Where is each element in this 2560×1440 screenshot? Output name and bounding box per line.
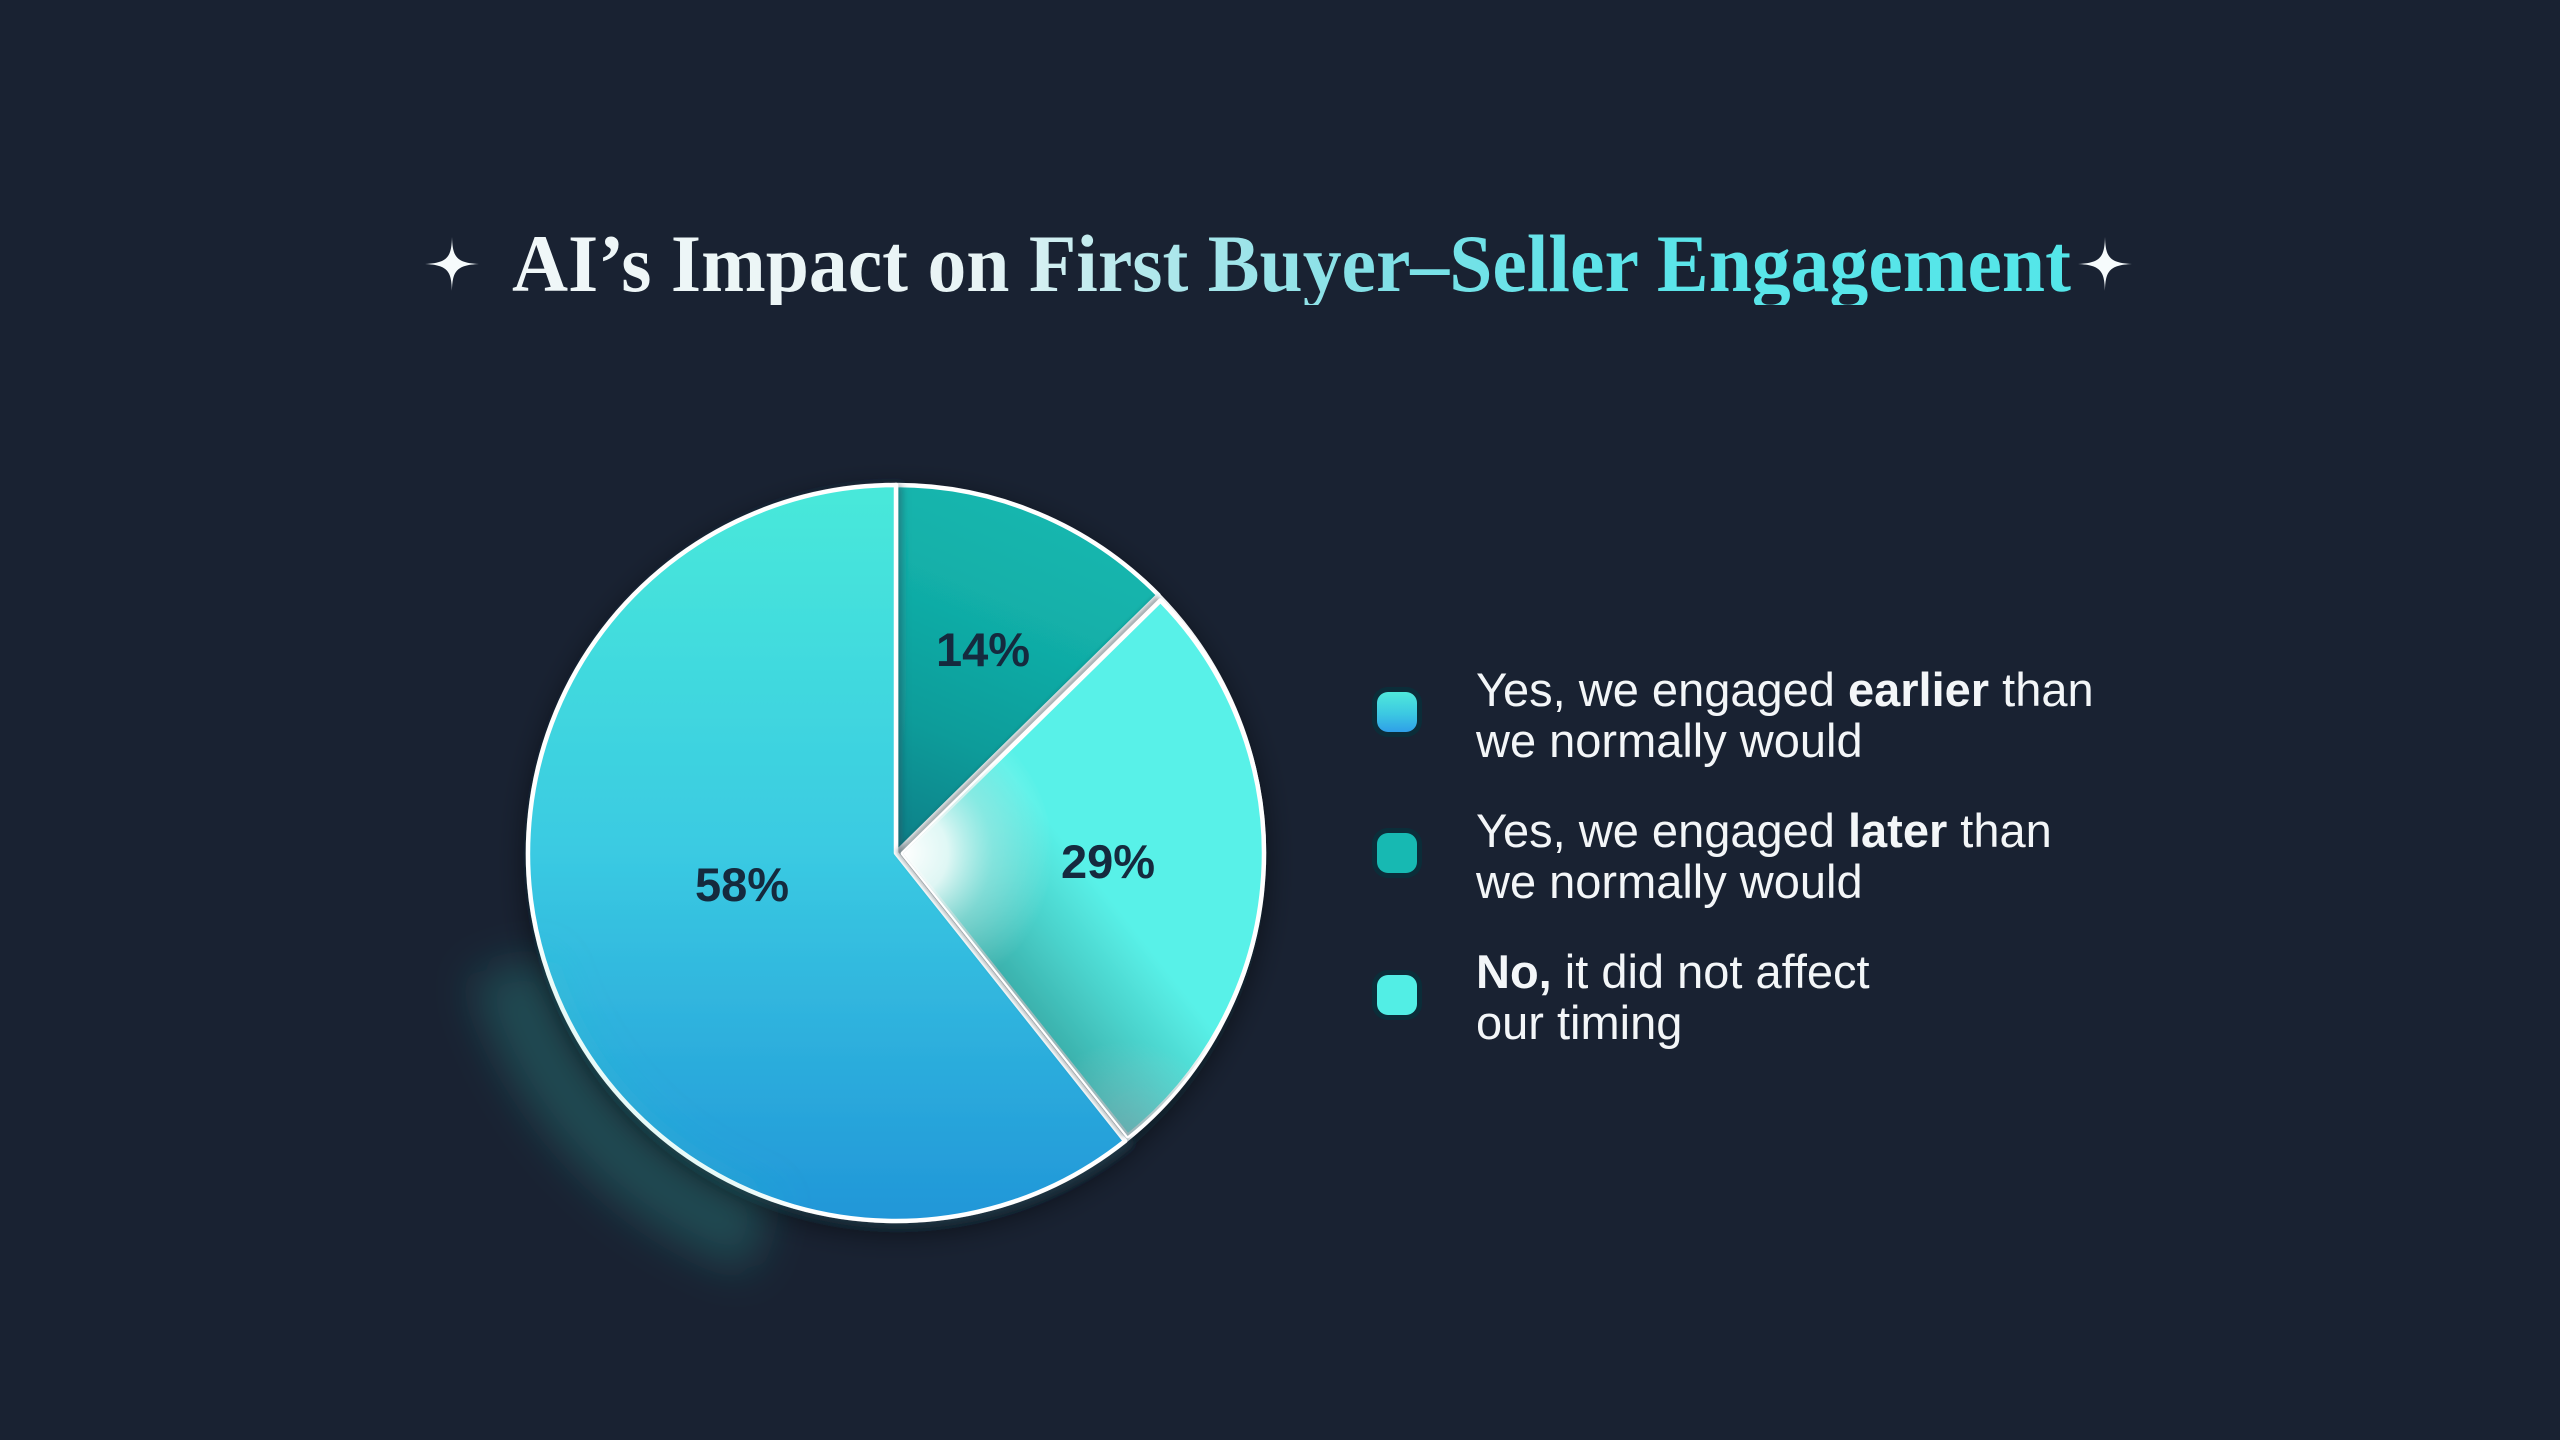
svg-text:58%: 58% bbox=[695, 858, 789, 911]
svg-text:14%: 14% bbox=[936, 623, 1030, 676]
svg-text:29%: 29% bbox=[1061, 835, 1155, 888]
